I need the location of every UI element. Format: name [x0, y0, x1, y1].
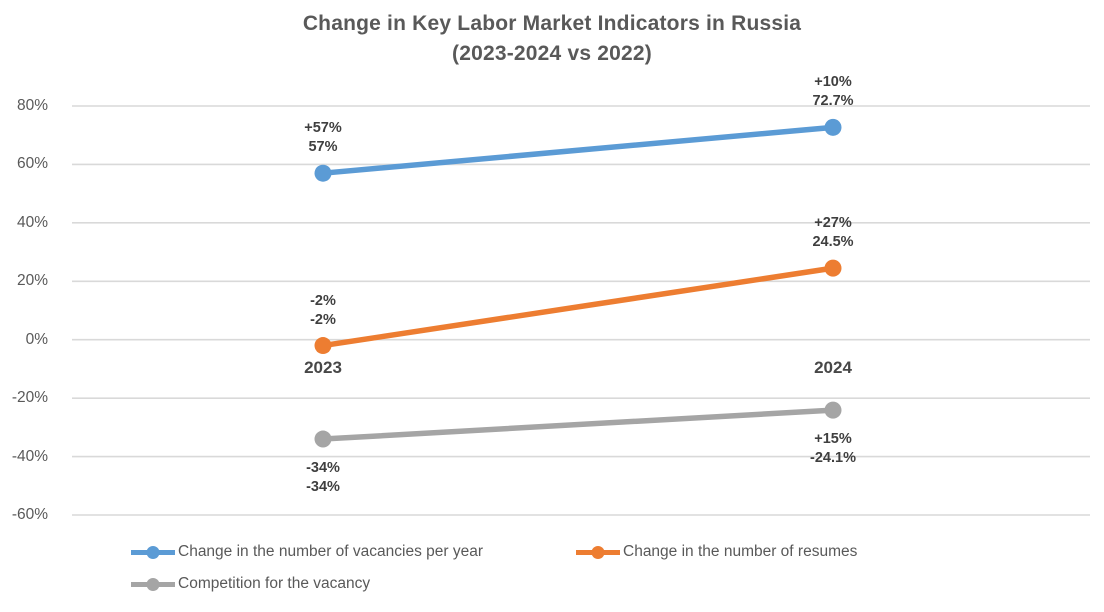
series-line — [320, 124, 836, 176]
data-point-marker — [824, 118, 842, 136]
legend-item-competition: Competition for the vacancy — [131, 575, 370, 593]
data-point-label-line: -2% — [310, 311, 336, 328]
data-point-label-line: 24.5% — [812, 234, 854, 251]
data-point-label: -2% -2% — [253, 292, 393, 330]
series-line — [320, 265, 836, 349]
legend-line-marker-icon — [576, 545, 620, 559]
data-point-label-line: +15% — [814, 431, 852, 448]
legend-label-vacancies: Change in the number of vacancies per ye… — [178, 543, 484, 560]
data-point-label-line: -34% — [306, 460, 340, 477]
y-axis-tick-label: -20% — [11, 389, 48, 407]
data-point-label: +15% -24.1% — [763, 430, 903, 468]
y-axis-tick-label: 40% — [16, 213, 48, 231]
data-point-label-line: 72.7% — [812, 93, 854, 110]
data-point-label: +10% 72.7% — [763, 73, 903, 111]
data-point-marker — [314, 337, 332, 355]
legend-line-marker-icon — [131, 577, 175, 591]
legend-item-resumes: Change in the number of resumes — [576, 543, 857, 561]
legend-label-competition: Competition for the vacancy — [178, 575, 371, 592]
data-point-label-line: +57% — [304, 120, 342, 137]
y-axis-tick-label: 80% — [16, 97, 48, 114]
y-axis-tick-label: -40% — [11, 447, 48, 465]
data-point-marker — [824, 401, 842, 419]
legend-label-resumes: Change in the number of resumes — [623, 543, 858, 560]
legend-item-vacancies: Change in the number of vacancies per ye… — [131, 543, 483, 561]
y-axis-tick-label: 20% — [16, 272, 48, 290]
data-point-label-line: +27% — [814, 215, 852, 232]
data-point-label-line: -24.1% — [810, 450, 856, 467]
data-point-label: +27% 24.5% — [763, 214, 903, 252]
data-point-label-line: 57% — [308, 139, 338, 156]
y-axis-tick-label: -60% — [11, 506, 48, 523]
legend-line-marker-icon — [131, 545, 175, 559]
chart-title: Change in Key Labor Market Indicators in… — [0, 9, 1104, 69]
data-point-label-line: -2% — [310, 292, 336, 309]
data-point-label-line: +10% — [814, 74, 852, 91]
data-point-marker — [314, 164, 332, 182]
chart-title-line1: Change in Key Labor Market Indicators in… — [302, 12, 802, 35]
y-axis-tick-label: 0% — [25, 330, 48, 348]
y-axis-tick-label: 60% — [16, 155, 48, 173]
data-point-marker — [314, 430, 332, 448]
data-point-marker — [824, 259, 842, 277]
chart-title-line2: (2023-2024 vs 2022) — [452, 42, 652, 65]
x-category-label: 2023 — [304, 357, 342, 377]
data-point-label: -34% -34% — [253, 459, 393, 497]
data-point-label-line: -34% — [306, 479, 340, 496]
series-line — [320, 407, 836, 442]
data-point-label: +57% 57% — [253, 119, 393, 157]
x-category-label: 2024 — [814, 357, 852, 377]
